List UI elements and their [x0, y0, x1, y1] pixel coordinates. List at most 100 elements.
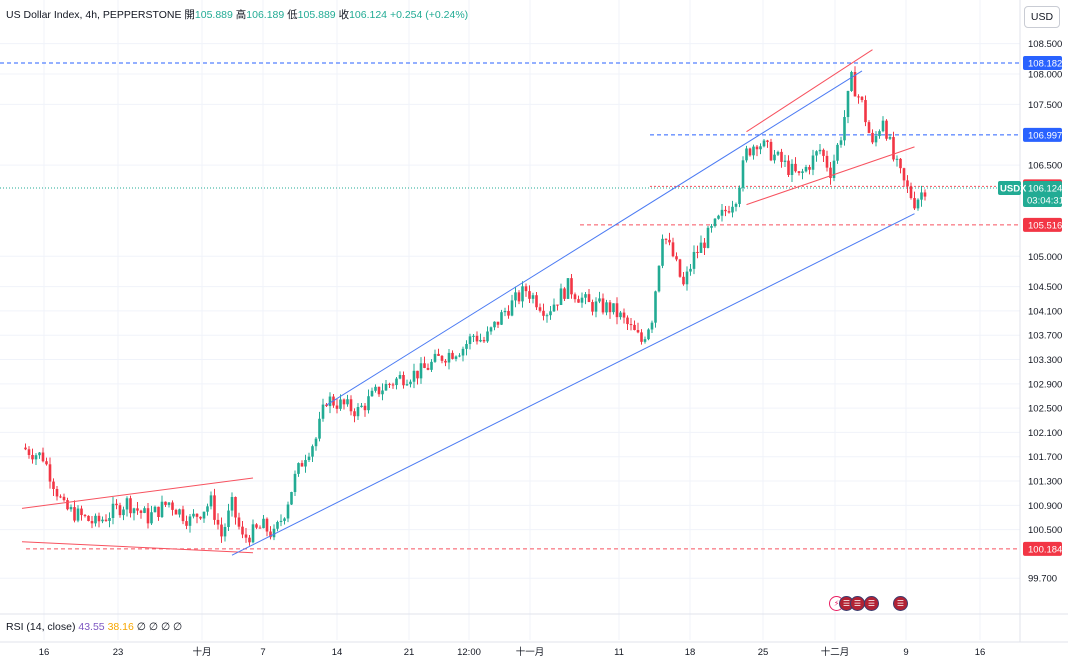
us-flag-icon[interactable]: ☰ [893, 596, 908, 611]
candle-body [787, 160, 790, 176]
price-tag-108182: 108.182 [1028, 58, 1062, 69]
symbol-tag: USDX [1000, 183, 1027, 194]
price-tag-100184: 100.184 [1028, 544, 1062, 555]
candle-body [388, 383, 391, 385]
candle-body [265, 518, 269, 532]
candle-body [321, 404, 325, 419]
candle-body [325, 404, 328, 407]
candle-body [923, 192, 927, 197]
candle-body [419, 363, 423, 379]
candle-body [178, 509, 181, 515]
candle-body [437, 353, 440, 356]
candle-body [24, 447, 27, 450]
candle-body [909, 186, 913, 199]
candle-body [731, 206, 734, 213]
y-tick-label: 99.700 [1028, 574, 1057, 585]
price-tags: 108.182106.997106.150105.516100.184106.1… [998, 55, 1064, 556]
candle-body [510, 300, 514, 316]
x-tick-label: 18 [685, 647, 696, 658]
candle-body [755, 146, 759, 150]
candle-body [104, 519, 108, 521]
wedge-lower-line [746, 146, 915, 206]
candle-body [374, 386, 377, 391]
candle-body [759, 146, 762, 150]
candle-body [304, 460, 307, 467]
candle-body [216, 519, 220, 525]
y-tick-label: 102.900 [1028, 379, 1062, 390]
x-tick-label: 十一月 [516, 646, 545, 658]
rsi-title: RSI (14, close) [6, 621, 76, 633]
x-tick-label: 21 [404, 647, 415, 658]
price-tag-105516: 105.516 [1028, 220, 1062, 231]
candle-body [472, 335, 475, 337]
candle-body [601, 298, 605, 313]
candle-body [153, 506, 157, 513]
candle-body [433, 353, 437, 362]
candle-body [594, 301, 598, 312]
candle-body [482, 339, 486, 342]
x-tick-label: 25 [758, 647, 769, 658]
candle-body [479, 339, 482, 342]
trend-lines [21, 49, 915, 556]
x-tick-label: 9 [903, 647, 908, 658]
candle-body [157, 506, 160, 517]
candle-body [111, 503, 115, 519]
rsi-value: 43.55 [78, 621, 105, 633]
candle-body [297, 463, 300, 474]
candle-body [598, 298, 601, 302]
x-tick-label: 16 [975, 647, 986, 658]
candle-body [136, 508, 139, 511]
candle-body [566, 278, 570, 299]
rsi-ma-value: 38.16 [107, 621, 134, 633]
candle-body [899, 158, 902, 169]
candle-body [423, 363, 426, 368]
y-tick-label: 108.000 [1028, 70, 1062, 81]
candle-body [83, 515, 87, 517]
y-tick-label: 104.100 [1028, 306, 1062, 317]
candle-body [339, 399, 342, 409]
horizontal-lines [0, 62, 1020, 550]
candle-body [556, 304, 559, 306]
candle-body [629, 324, 633, 326]
candle-body [902, 168, 906, 181]
candle-body [773, 154, 776, 161]
ascending-lower-line [231, 213, 915, 556]
legend-close: 106.124 [349, 9, 388, 21]
candle-body [874, 136, 878, 143]
candle-body [129, 498, 132, 514]
x-tick-label: 十二月 [821, 646, 850, 658]
candle-body [867, 122, 871, 133]
x-tick-label: 23 [113, 647, 124, 658]
candle-body [783, 160, 787, 162]
candle-body [587, 294, 591, 303]
x-tick-label: 十月 [192, 646, 211, 658]
candle-body [892, 137, 895, 160]
candle-body [843, 117, 846, 141]
candle-body [80, 508, 83, 516]
candle-body [762, 140, 766, 147]
candle-body [143, 508, 146, 513]
candle-body [559, 288, 563, 306]
candle-body [776, 151, 780, 155]
candle-body [643, 339, 647, 342]
us-flag-icon[interactable]: ☰ [864, 596, 879, 611]
price-tag-108182-bg [1023, 55, 1062, 70]
x-tick-label: 14 [332, 647, 343, 658]
countdown-tag: 03:04:31 [1027, 195, 1064, 206]
candle-body [717, 215, 720, 219]
candle-body [342, 399, 346, 405]
us-flag-icon[interactable]: ☰ [850, 596, 865, 611]
candle-body [90, 521, 94, 524]
candle-body [440, 355, 444, 361]
candle-body [272, 528, 276, 538]
candle-body [766, 140, 769, 142]
candle-body [209, 495, 213, 507]
candle-body [846, 90, 850, 118]
y-tick-label: 108.500 [1028, 39, 1062, 50]
currency-button[interactable]: USD [1024, 6, 1060, 28]
candle-body [206, 506, 209, 512]
candle-body [808, 166, 811, 170]
candle-body [475, 335, 479, 342]
candle-body [160, 501, 164, 517]
